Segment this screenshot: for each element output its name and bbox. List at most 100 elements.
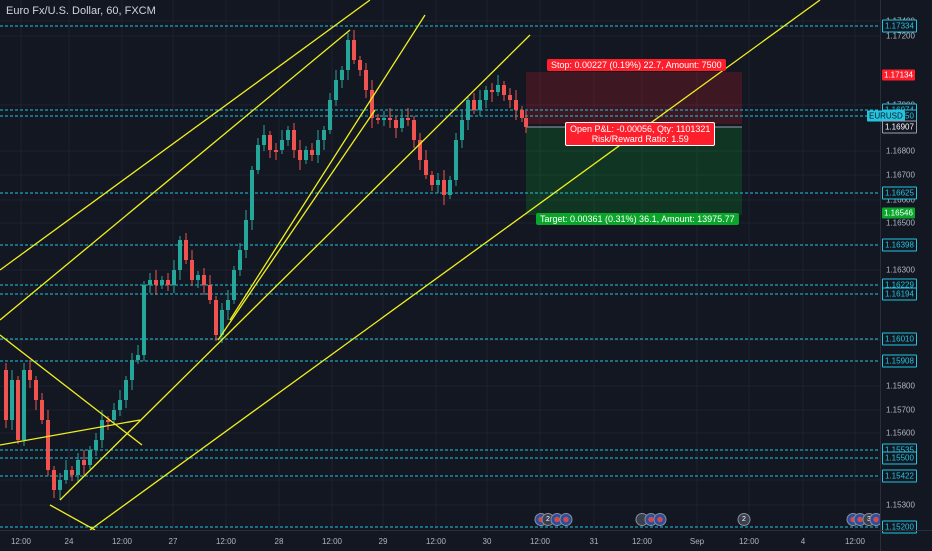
pnl-label[interactable]: Open P&L: -0.00056, Qty: 1101321 Risk/Re… xyxy=(565,122,716,146)
time-scale[interactable]: 12:00 24 12:00 27 12:00 28 12:00 29 12:00 30 12:00… xyxy=(0,530,880,551)
price-tick: 1.15800 xyxy=(886,381,915,391)
candle-body xyxy=(88,450,92,465)
candle-body xyxy=(160,280,164,285)
time-tick: 27 xyxy=(168,537,178,546)
price-tick: 1.16700 xyxy=(886,170,915,180)
price-level-badge: 1.15500 xyxy=(882,451,917,465)
candle-body xyxy=(208,285,212,300)
candle-body xyxy=(388,118,392,120)
candle-body xyxy=(334,80,338,100)
event-flag-icon[interactable] xyxy=(653,513,667,526)
price-level-badge: 1.15422 xyxy=(882,469,917,483)
price-chart[interactable] xyxy=(0,0,880,530)
trend-line[interactable] xyxy=(0,334,143,446)
candle-body xyxy=(124,380,128,400)
price-tick: 1.15300 xyxy=(886,500,915,510)
candle-body xyxy=(286,130,290,140)
candle-body xyxy=(478,100,482,110)
candle-body xyxy=(250,170,254,220)
time-tick: 28 xyxy=(274,537,284,546)
candle-body xyxy=(298,150,302,160)
candle-body xyxy=(142,285,146,355)
event-flag-icon[interactable] xyxy=(559,513,573,526)
candle-body xyxy=(280,140,284,150)
candle-body xyxy=(364,70,368,90)
horizontal-levels xyxy=(0,25,880,528)
time-tick: 12:00 xyxy=(215,537,237,546)
trend-line[interactable] xyxy=(49,504,96,530)
candle-body xyxy=(154,280,158,285)
price-level-badge: 1.16907 xyxy=(882,120,917,134)
time-tick: 30 xyxy=(482,537,492,546)
price-level-badge: 1.16194 xyxy=(882,287,917,301)
candle-body xyxy=(496,85,500,92)
trend-line[interactable] xyxy=(229,14,426,321)
candle-body xyxy=(148,280,152,285)
candle-body xyxy=(184,240,188,260)
candle-body xyxy=(460,120,464,140)
candle-body xyxy=(304,150,308,160)
candle-body xyxy=(322,130,326,140)
time-tick: 12:00 xyxy=(631,537,653,546)
candle-body xyxy=(232,270,236,300)
candle-body xyxy=(10,380,14,420)
candle-body xyxy=(118,400,122,410)
candle-body xyxy=(4,370,8,420)
trend-line[interactable] xyxy=(59,34,531,501)
candle-body xyxy=(406,118,410,120)
price-tick: 1.16800 xyxy=(886,146,915,156)
candle-body xyxy=(112,410,116,420)
candle-body xyxy=(172,270,176,285)
scale-corner xyxy=(880,530,932,551)
trend-line[interactable] xyxy=(0,0,371,271)
candle-body xyxy=(34,380,38,400)
candle-body xyxy=(130,360,134,380)
price-scale[interactable]: 1.174001.172001.170001.168001.167001.166… xyxy=(867,0,932,534)
candle-body xyxy=(442,180,446,195)
time-tick: 12:00 xyxy=(10,537,32,546)
candle-body xyxy=(340,70,344,80)
stop-zone xyxy=(526,72,742,124)
candle-body xyxy=(76,460,80,475)
trend-line[interactable] xyxy=(217,109,376,341)
event-count-icon[interactable]: 2 xyxy=(737,513,751,526)
candle-body xyxy=(82,460,86,465)
candle-body xyxy=(370,90,374,118)
time-tick: 29 xyxy=(378,537,388,546)
trend-line[interactable] xyxy=(89,0,821,530)
price-level-badge: 1.17134 xyxy=(882,69,915,81)
price-tick: 1.16600 xyxy=(886,195,915,205)
price-level-badge: 1.16398 xyxy=(882,238,917,252)
price-tick: 1.17200 xyxy=(886,31,915,41)
time-tick: 12:00 xyxy=(738,537,760,546)
target-label[interactable]: Target: 0.00361 (0.31%) 36.1, Amount: 13… xyxy=(536,213,739,225)
candle-body xyxy=(328,100,332,130)
time-tick: 24 xyxy=(64,537,74,546)
candle-body xyxy=(40,400,44,420)
candle-body xyxy=(520,110,524,118)
candle-body xyxy=(214,300,218,335)
candle-body xyxy=(268,135,272,150)
candle-body xyxy=(106,420,110,422)
candle-body xyxy=(400,118,404,128)
candle-body xyxy=(196,275,200,280)
candle-body xyxy=(70,470,74,475)
time-tick: 4 xyxy=(800,537,806,546)
trend-line[interactable] xyxy=(0,419,141,446)
time-tick: 12:00 xyxy=(425,537,447,546)
chart-area[interactable]: Euro Fx/U.S. Dollar, 60, FXCM Stop: 0.00… xyxy=(0,0,883,530)
candle-body xyxy=(502,85,506,95)
candle-body xyxy=(58,480,62,490)
candle-body xyxy=(508,95,512,100)
time-tick: 12:00 xyxy=(529,537,551,546)
trend-lines xyxy=(0,0,821,530)
candle-body xyxy=(484,90,488,100)
candle-body xyxy=(424,160,428,175)
trend-line[interactable] xyxy=(0,29,351,321)
candle-body xyxy=(292,130,296,150)
candle-body xyxy=(46,420,50,470)
candle-body xyxy=(52,470,56,490)
candle-body xyxy=(524,118,528,127)
time-tick: 31 xyxy=(589,537,599,546)
stop-label[interactable]: Stop: 0.00227 (0.19%) 22.7, Amount: 7500 xyxy=(547,59,726,71)
